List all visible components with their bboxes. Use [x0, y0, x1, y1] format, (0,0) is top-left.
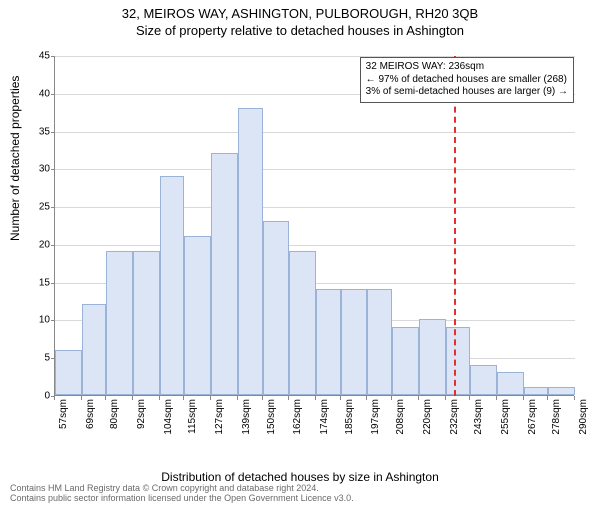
footer-line-2: Contains public sector information licen… — [10, 494, 354, 504]
y-tick-mark — [51, 283, 55, 284]
y-tick-label: 45 — [24, 51, 50, 62]
x-tick-mark — [366, 396, 367, 400]
x-tick-label: 150sqm — [266, 399, 277, 435]
x-tick-label: 185sqm — [344, 399, 355, 435]
x-tick-label: 57sqm — [58, 399, 69, 429]
gridline — [55, 169, 575, 170]
y-tick-label: 30 — [24, 164, 50, 175]
footer-attribution: Contains HM Land Registry data © Crown c… — [10, 484, 354, 504]
x-tick-label: 127sqm — [214, 399, 225, 435]
x-tick-label: 267sqm — [527, 399, 538, 435]
y-tick-label: 10 — [24, 315, 50, 326]
histogram-bar — [211, 153, 238, 395]
y-tick-label: 5 — [24, 353, 50, 364]
histogram-bar — [133, 251, 160, 395]
x-tick-mark — [262, 396, 263, 400]
histogram-bar — [497, 372, 524, 395]
histogram-bar — [548, 387, 575, 395]
histogram-bar — [470, 365, 497, 395]
x-tick-label: 139sqm — [241, 399, 252, 435]
histogram-chart: 32 MEIROS WAY: 236sqm← 97% of detached h… — [54, 56, 574, 426]
histogram-bar — [367, 289, 392, 395]
x-tick-mark — [340, 396, 341, 400]
y-tick-label: 20 — [24, 239, 50, 250]
x-tick-label: 278sqm — [551, 399, 562, 435]
x-tick-mark — [183, 396, 184, 400]
y-tick-label: 0 — [24, 391, 50, 402]
y-axis-label: Number of detached properties — [8, 76, 22, 241]
x-tick-mark — [159, 396, 160, 400]
x-tick-label: 232sqm — [449, 399, 460, 435]
histogram-bar — [316, 289, 341, 395]
gridline — [55, 245, 575, 246]
x-axis-label: Distribution of detached houses by size … — [0, 470, 600, 484]
histogram-bar — [238, 108, 263, 395]
x-tick-mark — [418, 396, 419, 400]
y-tick-mark — [51, 169, 55, 170]
x-tick-mark — [81, 396, 82, 400]
x-tick-label: 290sqm — [578, 399, 589, 435]
page-title: 32, MEIROS WAY, ASHINGTON, PULBOROUGH, R… — [0, 6, 600, 21]
x-tick-mark — [574, 396, 575, 400]
histogram-bar — [524, 387, 549, 395]
x-tick-mark — [445, 396, 446, 400]
annotation-line: 3% of semi-detached houses are larger (9… — [366, 86, 568, 99]
x-tick-mark — [469, 396, 470, 400]
y-tick-label: 40 — [24, 88, 50, 99]
x-tick-mark — [105, 396, 106, 400]
x-tick-mark — [288, 396, 289, 400]
histogram-bar — [341, 289, 368, 395]
gridline — [55, 132, 575, 133]
page-subtitle: Size of property relative to detached ho… — [0, 23, 600, 38]
y-tick-mark — [51, 245, 55, 246]
y-tick-mark — [51, 207, 55, 208]
x-tick-mark — [391, 396, 392, 400]
x-tick-mark — [54, 396, 55, 400]
histogram-bar — [106, 251, 133, 395]
x-tick-mark — [237, 396, 238, 400]
x-tick-label: 92sqm — [136, 399, 147, 429]
x-tick-label: 243sqm — [473, 399, 484, 435]
plot-region: 32 MEIROS WAY: 236sqm← 97% of detached h… — [54, 56, 574, 396]
histogram-bar — [392, 327, 419, 395]
x-tick-label: 220sqm — [422, 399, 433, 435]
x-tick-mark — [315, 396, 316, 400]
histogram-bar — [160, 176, 185, 395]
histogram-bar — [184, 236, 211, 395]
y-tick-label: 15 — [24, 277, 50, 288]
histogram-bar — [419, 319, 446, 395]
x-tick-label: 197sqm — [370, 399, 381, 435]
y-tick-mark — [51, 94, 55, 95]
y-tick-label: 35 — [24, 126, 50, 137]
histogram-bar — [289, 251, 316, 395]
x-tick-mark — [496, 396, 497, 400]
y-tick-mark — [51, 132, 55, 133]
histogram-bar — [82, 304, 107, 395]
x-tick-label: 174sqm — [319, 399, 330, 435]
x-tick-mark — [132, 396, 133, 400]
histogram-bar — [263, 221, 290, 395]
x-tick-label: 104sqm — [163, 399, 174, 435]
x-tick-label: 115sqm — [187, 399, 198, 434]
annotation-line: 32 MEIROS WAY: 236sqm — [366, 61, 568, 74]
annotation-box: 32 MEIROS WAY: 236sqm← 97% of detached h… — [360, 57, 574, 103]
x-tick-mark — [547, 396, 548, 400]
x-tick-label: 208sqm — [395, 399, 406, 435]
y-tick-mark — [51, 320, 55, 321]
x-tick-label: 162sqm — [292, 399, 303, 435]
x-tick-label: 69sqm — [85, 399, 96, 429]
histogram-bar — [446, 327, 471, 395]
y-tick-mark — [51, 56, 55, 57]
x-tick-mark — [210, 396, 211, 400]
reference-line — [454, 56, 456, 396]
x-tick-mark — [523, 396, 524, 400]
histogram-bar — [55, 350, 82, 395]
gridline — [55, 207, 575, 208]
annotation-line: ← 97% of detached houses are smaller (26… — [366, 74, 568, 87]
y-tick-label: 25 — [24, 202, 50, 213]
x-tick-label: 255sqm — [500, 399, 511, 435]
x-tick-label: 80sqm — [109, 399, 120, 429]
